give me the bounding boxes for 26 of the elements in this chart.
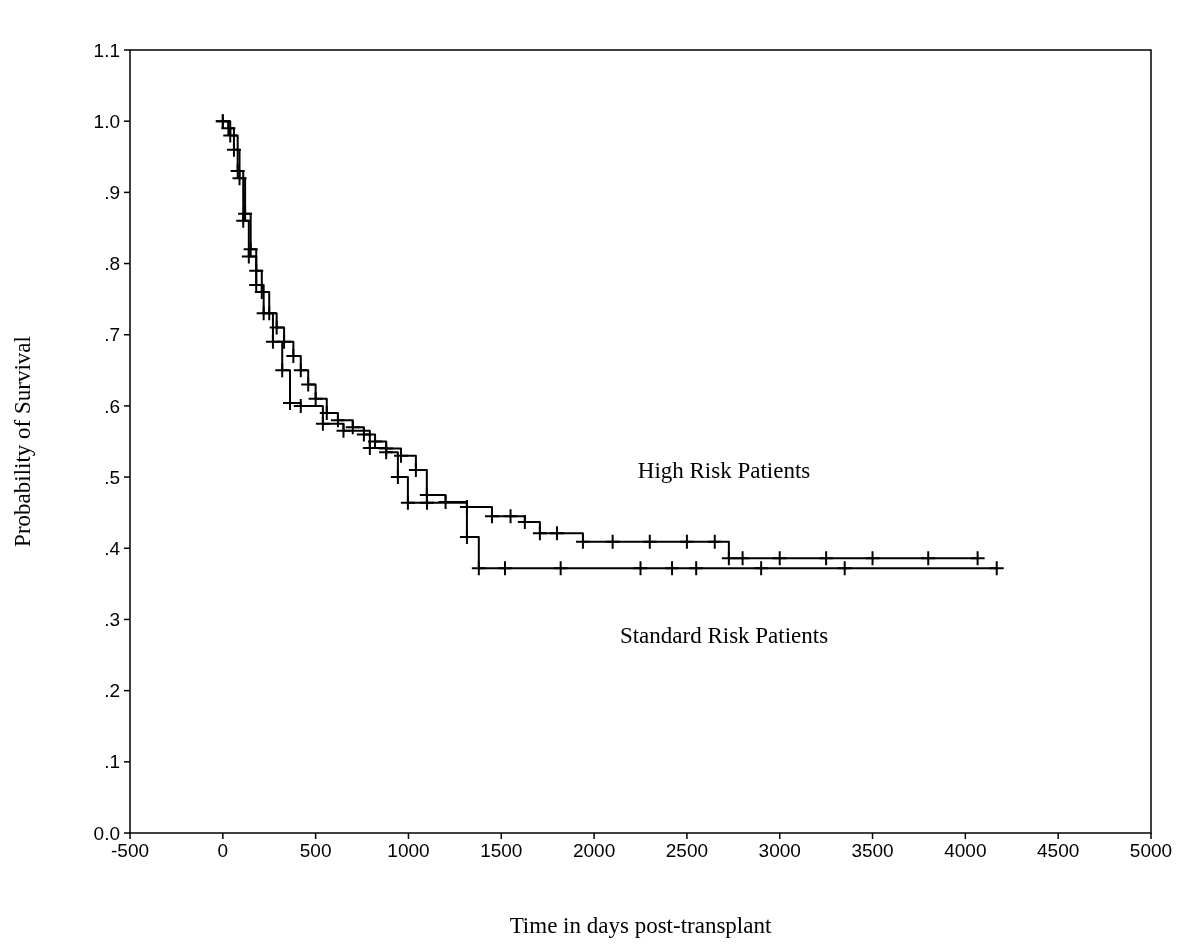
y-tick-label: .9 (104, 182, 120, 204)
x-tick-label: 4500 (1037, 840, 1080, 861)
y-tick-label: .8 (104, 253, 120, 275)
x-tick-label: 1500 (480, 840, 523, 861)
x-tick-label: 2000 (572, 840, 616, 861)
x-tick-label: 2500 (665, 840, 709, 861)
y-tick-label: .5 (104, 466, 120, 488)
y-tick-label: .7 (104, 324, 120, 346)
y-axis-title: Probability of Survival (10, 336, 35, 547)
y-tick-label: .1 (104, 751, 120, 773)
x-tick-label: 3500 (851, 840, 894, 861)
x-tick-label: 3000 (758, 840, 801, 861)
x-tick-label: 4000 (944, 840, 987, 861)
y-tick-label: 1.0 (93, 110, 120, 132)
x-tick-label: 500 (299, 840, 332, 861)
y-tick-label: .2 (104, 680, 120, 702)
x-tick-label: 1000 (387, 840, 430, 861)
y-tick-label: .6 (104, 395, 120, 417)
x-tick-label: 5000 (1129, 840, 1173, 861)
text: Standard Risk Patients (619, 623, 829, 649)
y-tick-label: 1.1 (93, 39, 120, 61)
y-tick-label: .4 (104, 537, 121, 559)
x-axis-title: Time in days post-transplant (509, 913, 772, 938)
x-tick-label: 0 (217, 840, 229, 861)
y-tick-label: .3 (104, 609, 120, 631)
text: High Risk Patients (637, 458, 811, 484)
